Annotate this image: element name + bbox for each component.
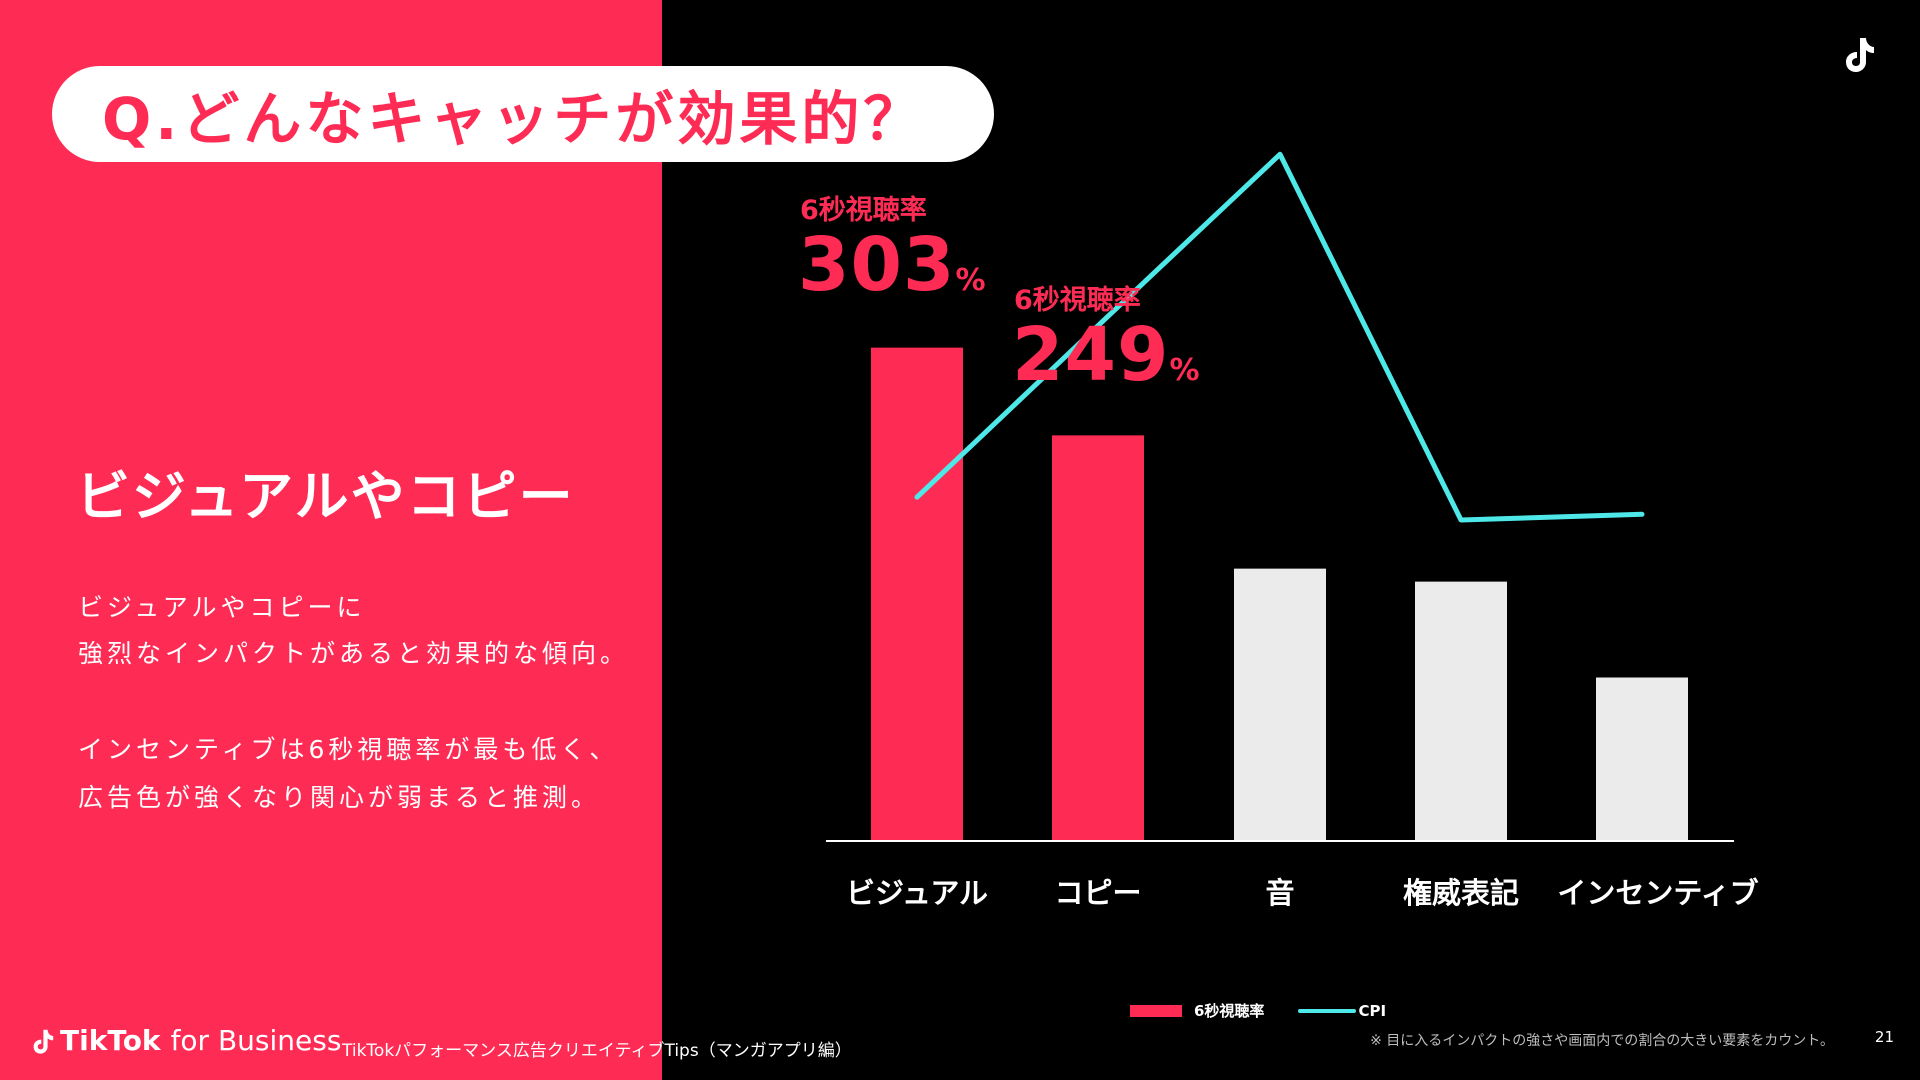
highlight-1-number: 303	[798, 222, 956, 308]
left-panel	[0, 0, 662, 1080]
highlight-1-unit: %	[955, 263, 987, 298]
chart-legend: 6秒視聴率 CPI	[1130, 1000, 1386, 1021]
footnote: ※ 目に入るインパクトの強さや画面内での割合の大きい要素をカウント。	[1370, 1033, 1834, 1049]
page-number: 21	[1874, 1028, 1894, 1046]
x-label-authority: 権威表記	[1402, 876, 1520, 910]
section-heading: ビジュアルやコピー	[76, 465, 575, 528]
x-label-incentive: インセンティブ	[1557, 876, 1759, 910]
legend-line-swatch	[1298, 1008, 1357, 1013]
cpi-line	[914, 151, 1645, 523]
tiktok-icon	[1846, 38, 1874, 72]
highlight-1-value: 303%	[798, 222, 987, 308]
bar-1	[1052, 435, 1144, 840]
bar-4	[1596, 677, 1688, 840]
brand-name: TikTok	[60, 1024, 161, 1057]
bar-0	[871, 347, 963, 840]
body-line-1: ビジュアルやコピーに	[78, 593, 366, 622]
legend-bar-swatch	[1130, 1004, 1182, 1017]
x-label-copy: コピー	[1054, 876, 1142, 910]
title-pill: Q.どんなキャッチが効果的？	[52, 66, 994, 162]
page-title: Q.どんなキャッチが効果的？	[102, 85, 926, 153]
bar-3	[1415, 581, 1507, 840]
tiktok-logo-icon	[33, 1029, 54, 1054]
body-line-4: 広告色が強くなり関心が弱まると推測。	[78, 783, 601, 812]
highlight-2-unit: %	[1169, 353, 1201, 388]
bar-2	[1234, 568, 1326, 840]
highlight-2-value: 249%	[1012, 312, 1201, 398]
body-line-2: 強烈なインパクトがあると効果的な傾向。	[78, 639, 630, 668]
legend-bar-label: 6秒視聴率	[1194, 1002, 1265, 1020]
brand-suffix: for Business	[170, 1024, 342, 1057]
footer-logo: TikTok for Business	[28, 1024, 341, 1057]
highlight-1-label: 6秒視聴率	[800, 195, 927, 226]
x-label-visual: ビジュアル	[845, 876, 989, 910]
highlight-2-number: 249	[1012, 312, 1170, 398]
body-line-3: インセンティブは6秒視聴率が最も低く、	[78, 735, 619, 764]
x-label-sound: 音	[1265, 876, 1295, 910]
highlight-2-label: 6秒視聴率	[1014, 285, 1141, 316]
footer-subtitle: TikTokパフォーマンス広告クリエイティブTips（マンガアプリ編）	[342, 1041, 852, 1061]
legend-line-label: CPI	[1358, 1001, 1387, 1020]
